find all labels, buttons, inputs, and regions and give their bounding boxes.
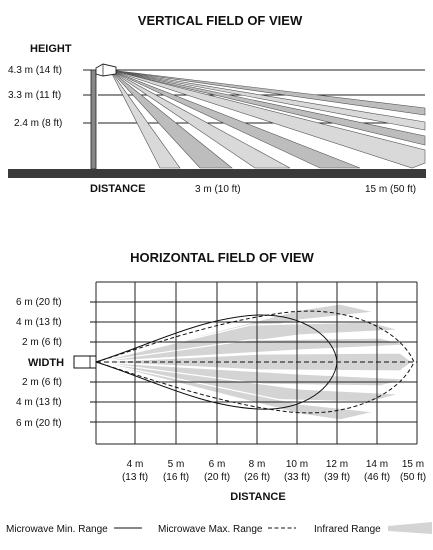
distance-tick-ft: (13 ft)	[122, 472, 148, 483]
distance-tick-m: 14 m	[366, 459, 388, 470]
distance-tick-15m: 15 m (50 ft)	[365, 184, 416, 195]
ground-bar	[8, 169, 426, 178]
legend-infrared-label: Infrared Range	[314, 524, 381, 535]
microwave-max-range-outline	[94, 310, 415, 414]
beam-2	[109, 69, 426, 131]
width-ticks	[90, 301, 96, 423]
width-label: 4 m (13 ft)	[16, 397, 62, 408]
legend: Microwave Min. Range Microwave Max. Rang…	[6, 522, 432, 535]
width-label: 6 m (20 ft)	[16, 418, 62, 429]
vertical-field-of-view: VERTICAL FIELD OF VIEW HEIGHT 4.3 m (14 …	[8, 13, 426, 195]
distance-tick-ft: (39 ft)	[324, 472, 350, 483]
horizontal-title: HORIZONTAL FIELD OF VIEW	[130, 250, 314, 265]
distance-tick-m: 4 m	[127, 459, 144, 470]
sensor-icon	[95, 63, 117, 77]
beam-3	[109, 69, 426, 146]
legend-infrared-swatch	[388, 522, 432, 534]
width-label: 6 m (20 ft)	[16, 297, 62, 308]
horizontal-field-of-view: HORIZONTAL FIELD OF VIEW	[16, 250, 426, 503]
beam-7	[109, 69, 233, 169]
height-label-2-4m: 2.4 m (8 ft)	[14, 118, 62, 129]
microwave-min-range-outline	[94, 314, 338, 410]
sensor-icon	[73, 355, 97, 369]
horizontal-grid	[95, 281, 418, 445]
horizontal-distance-label: DISTANCE	[230, 491, 285, 503]
distance-tick-3m: 3 m (10 ft)	[195, 184, 241, 195]
distance-tick-ft: (16 ft)	[163, 472, 189, 483]
distance-tick-ft: (33 ft)	[284, 472, 310, 483]
vertical-beams	[109, 69, 426, 169]
vertical-distance-label: DISTANCE	[90, 183, 145, 195]
height-label-3-3m: 3.3 m (11 ft)	[8, 90, 61, 101]
width-label-title: WIDTH	[28, 357, 64, 369]
beam-8	[109, 69, 181, 169]
legend-microwave-max-label: Microwave Max. Range	[158, 524, 263, 535]
distance-tick-labels: 4 m (13 ft) 5 m (16 ft) 6 m (20 ft) 8 m …	[122, 459, 426, 483]
ir-finger	[95, 361, 376, 421]
distance-tick-ft: (26 ft)	[244, 472, 270, 483]
width-label: 4 m (13 ft)	[16, 317, 62, 328]
distance-tick-m: 15 m	[402, 459, 424, 470]
beam-4	[109, 69, 426, 169]
vertical-title: VERTICAL FIELD OF VIEW	[138, 13, 303, 28]
distance-tick-m: 12 m	[326, 459, 348, 470]
width-label: 2 m (6 ft)	[22, 377, 62, 388]
beam-5	[109, 69, 361, 169]
mounting-pole	[90, 69, 97, 170]
beam-1	[109, 69, 426, 116]
distance-tick-ft: (50 ft)	[400, 472, 426, 483]
distance-tick-ft: (20 ft)	[204, 472, 230, 483]
legend-microwave-min-label: Microwave Min. Range	[6, 524, 108, 535]
distance-tick-ft: (46 ft)	[364, 472, 390, 483]
distance-tick-m: 8 m	[249, 459, 266, 470]
height-label-4-3m: 4.3 m (14 ft)	[8, 65, 62, 76]
distance-tick-m: 10 m	[286, 459, 308, 470]
distance-tick-m: 6 m	[209, 459, 226, 470]
distance-tick-m: 5 m	[168, 459, 185, 470]
beam-6	[109, 69, 291, 169]
infrared-range-area	[95, 303, 413, 421]
width-label: 2 m (6 ft)	[22, 337, 62, 348]
height-label: HEIGHT	[30, 43, 72, 55]
